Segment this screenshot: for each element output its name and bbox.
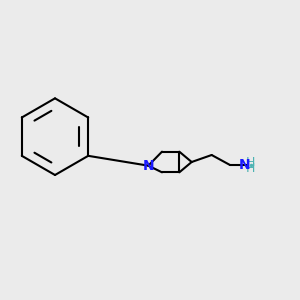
Text: N: N: [142, 159, 154, 173]
Text: N: N: [239, 158, 251, 172]
Text: H: H: [246, 156, 255, 169]
Text: H: H: [246, 162, 255, 175]
